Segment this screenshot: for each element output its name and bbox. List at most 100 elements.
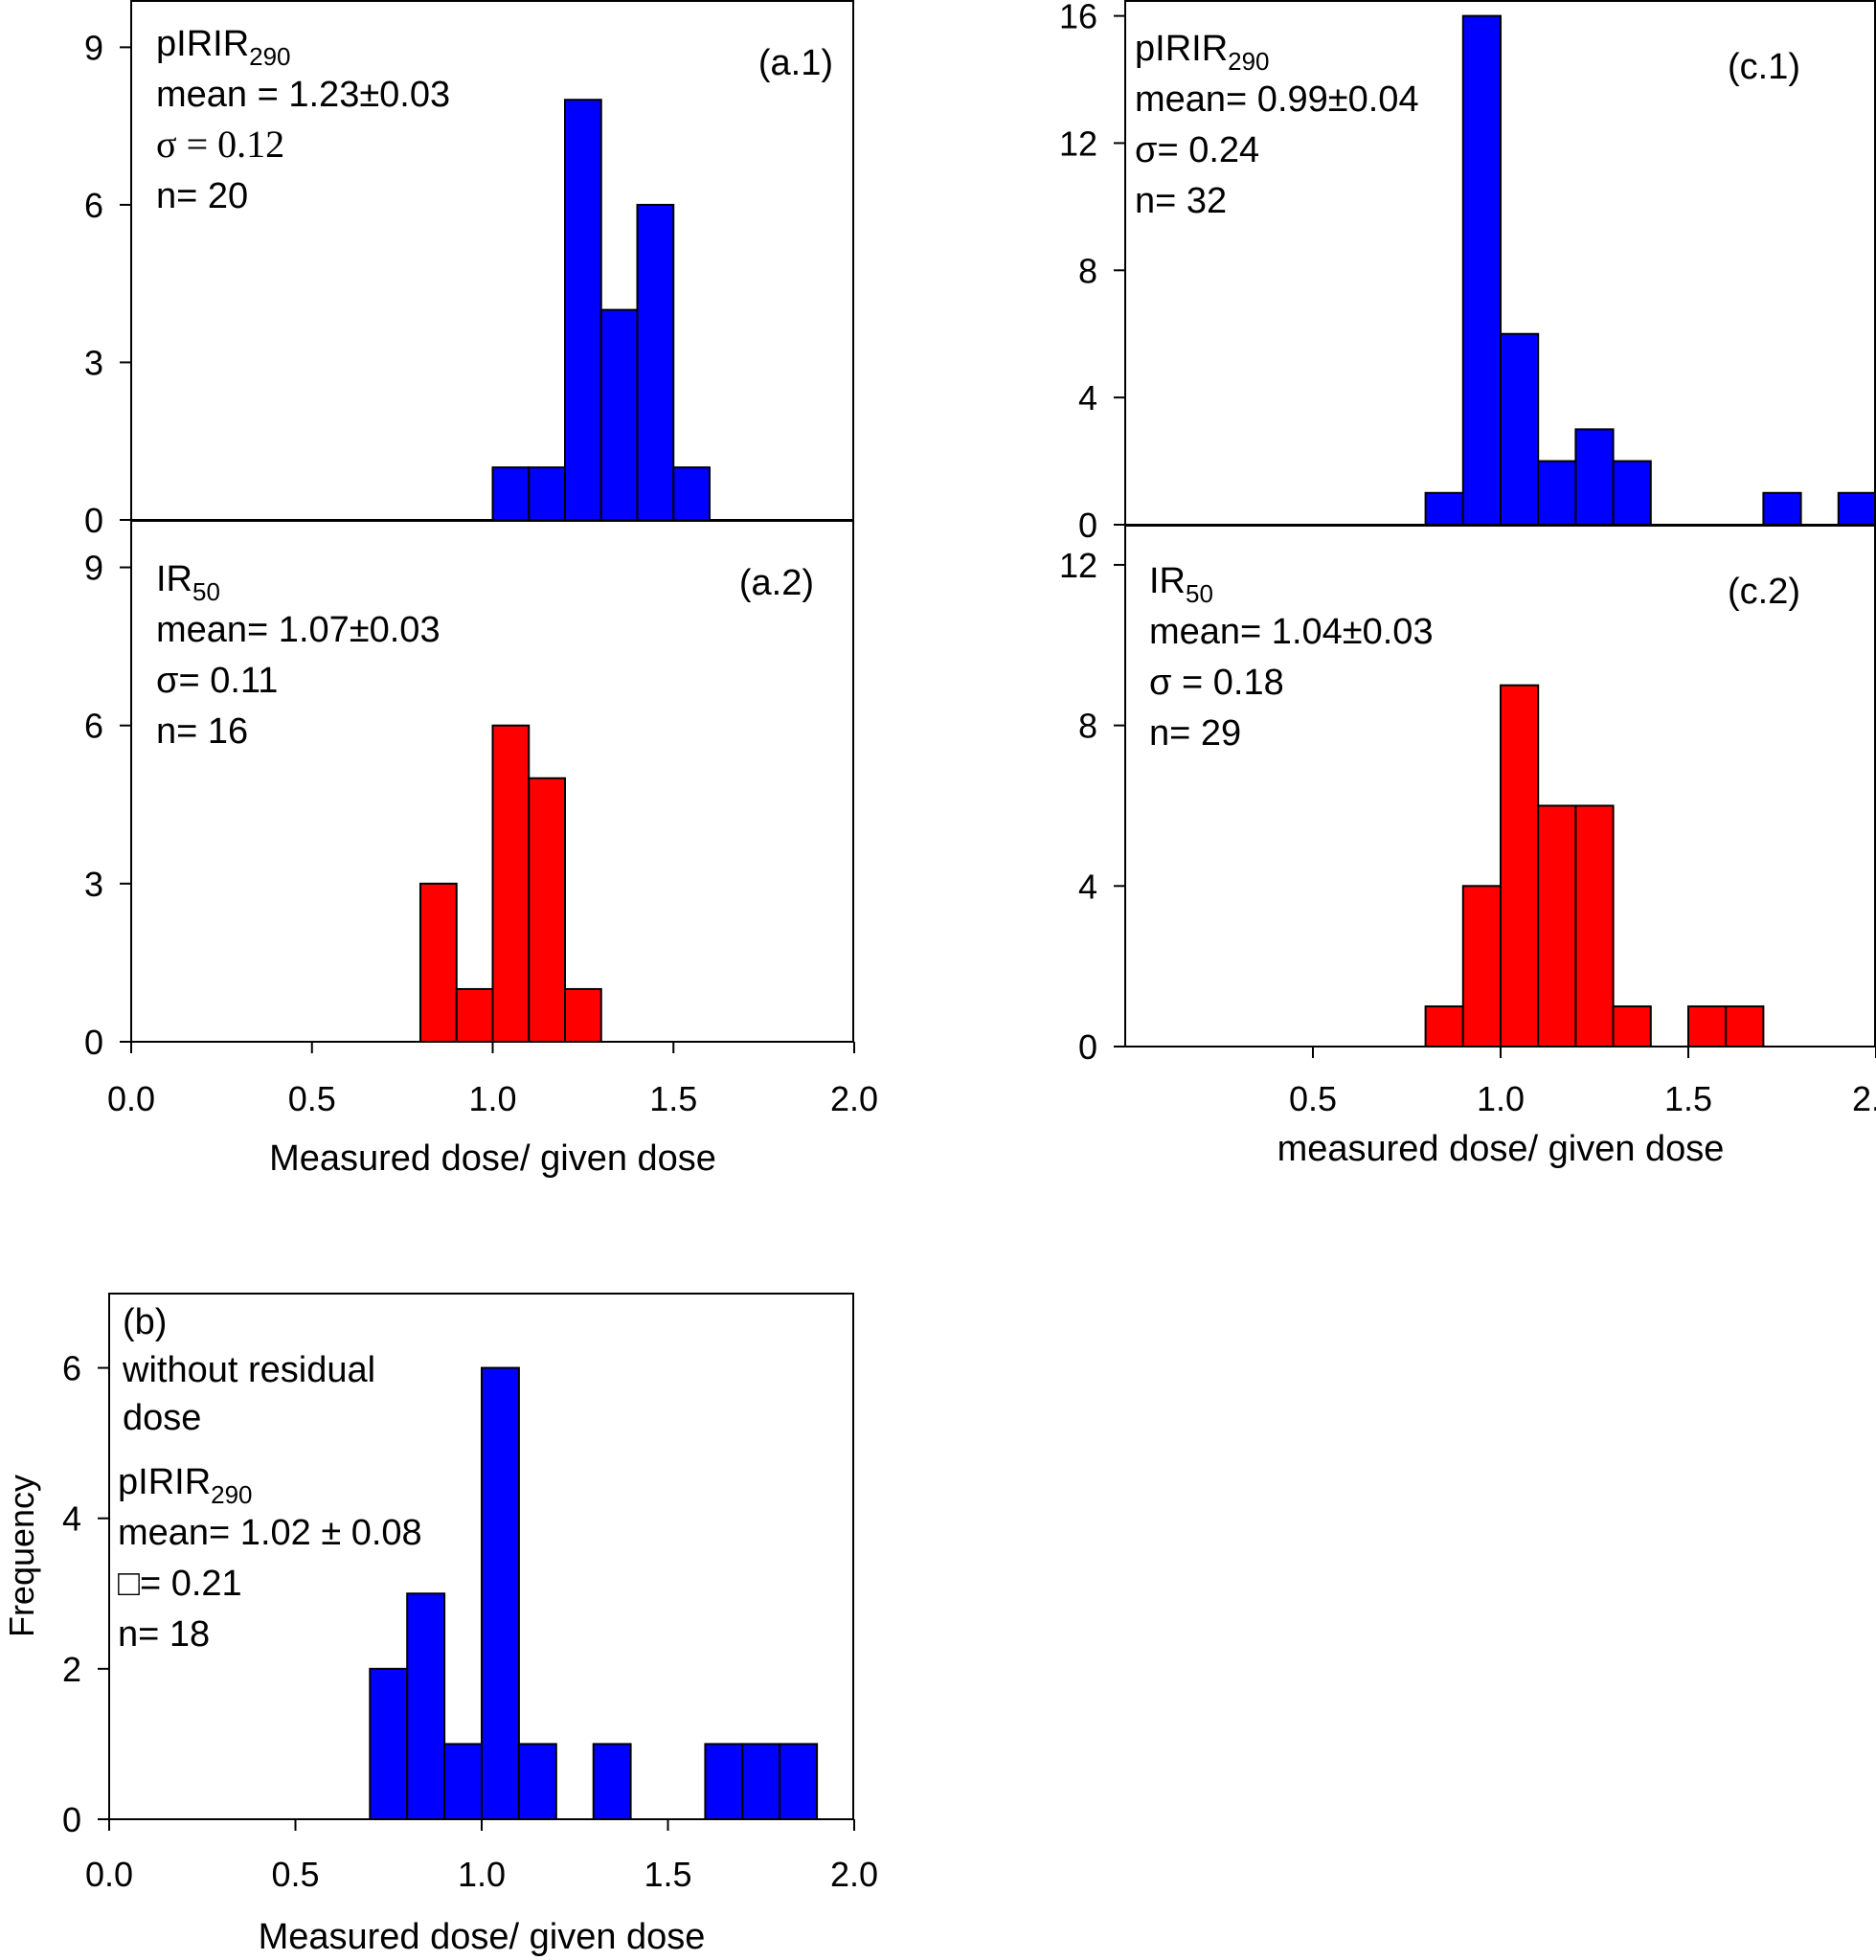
panel-label-c2: (c.2): [1728, 572, 1800, 612]
stats-method-name-c1: pIRIR: [1135, 29, 1228, 69]
y-tick-label-c2-1: 4: [1078, 867, 1097, 906]
x-tick-label-a2-1: 0.5: [288, 1079, 336, 1118]
bar-a1-5: [672, 466, 711, 522]
bar-c2-1: [1461, 885, 1503, 1048]
bar-a1-3: [599, 308, 639, 521]
y-tick-label-c2-2: 8: [1078, 707, 1097, 746]
bar-b-4: [517, 1743, 557, 1821]
bar-b-1: [406, 1592, 446, 1821]
y-tick-label-c1-3: 12: [1059, 124, 1097, 163]
y-axis-label-b: Frequency: [2, 1475, 41, 1637]
stats-method-name-a2: IR: [156, 559, 192, 599]
y-tick-label-a1-2: 6: [84, 186, 103, 225]
y-tick-label-a1-1: 3: [84, 343, 103, 382]
bar-b-0: [369, 1667, 409, 1821]
stats-method-subscript-a1: 290: [249, 42, 290, 71]
bar-c1-1: [1461, 14, 1503, 526]
stats-line-c2-2: n= 29: [1149, 713, 1241, 754]
stats-method-name-a1: pIRIR: [156, 24, 249, 64]
y-tick-label-c1-4: 16: [1059, 0, 1097, 36]
stats-method-subscript-a2: 50: [192, 577, 220, 606]
x-tick-label-c2-1: 1.0: [1477, 1079, 1525, 1118]
stats-line-b-2: n= 18: [118, 1614, 210, 1655]
bar-c1-4: [1574, 428, 1615, 527]
bar-a1-1: [528, 466, 566, 522]
bar-b-2: [443, 1743, 484, 1821]
stats-line-a1-2: n= 20: [156, 176, 248, 216]
bar-a1-2: [564, 99, 602, 521]
y-tick-label-c1-1: 4: [1078, 378, 1097, 417]
stats-method-a2: IR50: [156, 559, 220, 606]
stats-method-subscript-c1: 290: [1228, 47, 1269, 76]
panel-label-b: (b): [123, 1302, 167, 1342]
bar-c2-3: [1537, 804, 1577, 1048]
bar-c2-5: [1612, 1005, 1652, 1048]
note-line-b-1: dose: [123, 1398, 201, 1438]
bar-c2-6: [1687, 1005, 1728, 1048]
stats-line-a2-1: σ= 0.11: [156, 661, 278, 701]
stats-method-a1: pIRIR290: [156, 24, 291, 71]
bar-c2-7: [1725, 1005, 1765, 1048]
stats-line-a1-0: mean = 1.23±0.03: [156, 75, 450, 115]
panel-label-c1: (c.1): [1728, 47, 1800, 87]
bar-a2-4: [564, 987, 602, 1043]
y-tick-label-a2-3: 9: [84, 549, 103, 588]
y-tick-label-a1-0: 0: [84, 501, 103, 540]
bar-b-6: [704, 1743, 744, 1821]
x-tick-label-b-0: 0.0: [85, 1855, 133, 1894]
y-tick-label-b-3: 6: [62, 1349, 81, 1388]
x-tick-label-a2-0: 0.0: [107, 1079, 155, 1118]
x-tick-label-c2-2: 1.5: [1664, 1079, 1712, 1118]
stats-line-c1-2: n= 32: [1135, 181, 1227, 221]
bar-c1-3: [1537, 460, 1577, 526]
x-axis-label-a2: Measured dose/ given dose: [269, 1138, 716, 1179]
bar-c2-2: [1500, 684, 1540, 1048]
stats-line-a2-0: mean= 1.07±0.03: [156, 610, 441, 650]
y-tick-label-a2-2: 6: [84, 707, 103, 746]
x-tick-label-a2-4: 2.0: [830, 1079, 878, 1118]
stats-method-name-b: pIRIR: [118, 1462, 211, 1502]
stats-line-c1-1: σ= 0.24: [1135, 130, 1259, 170]
bar-c2-0: [1424, 1005, 1464, 1048]
y-tick-label-a1-3: 9: [84, 28, 103, 67]
bar-a2-1: [455, 987, 494, 1043]
stats-method-name-c2: IR: [1149, 561, 1186, 601]
bar-a1-4: [636, 203, 675, 521]
y-tick-label-a2-1: 3: [84, 865, 103, 904]
bar-b-8: [779, 1743, 819, 1821]
bar-c2-4: [1574, 804, 1615, 1048]
bar-a1-0: [491, 466, 531, 522]
bar-c1-2: [1500, 332, 1540, 526]
bar-c1-5: [1612, 460, 1652, 526]
panel-c2-histogram: 0 4 8 12 0.5 1.0 1.5 2.0 measured dose/ given do…: [1059, 525, 1876, 1169]
y-tick-label-b-2: 4: [62, 1499, 81, 1539]
bar-b-5: [592, 1743, 632, 1821]
bar-a2-2: [491, 724, 531, 1043]
y-tick-label-b-0: 0: [62, 1800, 81, 1839]
stats-method-c1: pIRIR290: [1135, 29, 1270, 76]
stats-method-subscript-b: 290: [211, 1480, 252, 1509]
bar-b-3: [481, 1366, 520, 1820]
bar-c1-0: [1424, 491, 1464, 527]
y-tick-label-c1-2: 8: [1078, 251, 1097, 290]
bar-a2-3: [528, 777, 566, 1044]
bar-b-7: [741, 1743, 781, 1821]
stats-line-c2-0: mean= 1.04±0.03: [1149, 612, 1434, 652]
y-tick-label-c2-0: 0: [1078, 1027, 1097, 1067]
stats-line-c2-1: σ = 0.18: [1149, 663, 1284, 703]
bar-c1-6: [1762, 491, 1802, 527]
stats-method-subscript-c2: 50: [1186, 579, 1213, 608]
x-tick-label-a2-3: 1.5: [649, 1079, 697, 1118]
bar-a2-0: [419, 882, 458, 1044]
panel-label-a2: (a.2): [739, 563, 814, 603]
y-tick-label-a2-0: 0: [84, 1023, 103, 1062]
note-line-b-0: without residual: [122, 1350, 375, 1390]
stats-line-c1-0: mean= 0.99±0.04: [1135, 79, 1419, 120]
stats-line-b-1: □= 0.21: [118, 1564, 242, 1604]
panel-b-histogram: 0 2 4 6 0.0 0.5 1.0 1.5 2.0 Measured dose/ given …: [2, 1293, 878, 1957]
stats-line-a2-2: n= 16: [156, 711, 248, 752]
panel-label-a1: (a.1): [758, 43, 833, 83]
x-tick-label-a2-2: 1.0: [468, 1079, 516, 1118]
stats-method-b: pIRIR290: [118, 1462, 253, 1509]
